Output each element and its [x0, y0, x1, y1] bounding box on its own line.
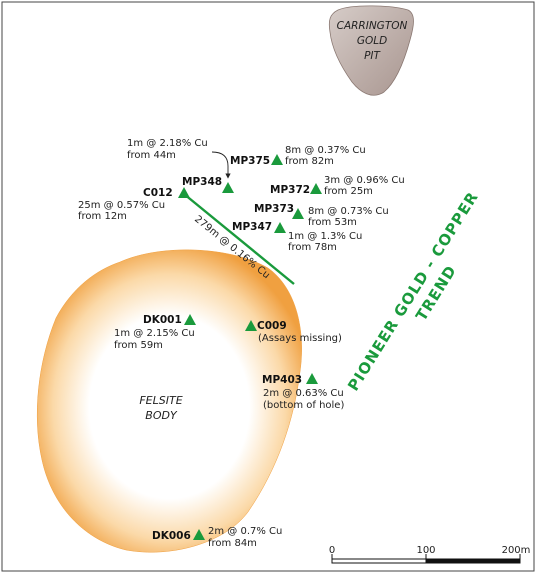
drill-hole-mp348: MP348 1m @ 2.18% Cu from 44m — [127, 138, 234, 193]
felsite-label-line2: BODY — [145, 409, 178, 422]
scale-label-100: 100 — [416, 545, 435, 556]
drill-trace-c012 — [183, 193, 295, 285]
scale-segment-1 — [331, 558, 427, 564]
hole-name: MP348 — [182, 176, 222, 188]
drill-hole-marker — [222, 182, 234, 193]
hole-assay: 3m @ 0.96% Cu — [324, 175, 405, 186]
hole-assay: 1m @ 2.15% Cu — [114, 328, 195, 339]
scale-bar: 0 100 200m — [329, 545, 531, 564]
drill-hole-marker — [292, 208, 304, 219]
hole-name: MP372 — [270, 184, 310, 196]
drill-hole-marker — [310, 183, 322, 194]
drill-hole-dk006: DK006 2m @ 0.7% Cu from 84m — [152, 526, 282, 549]
drill-hole-marker — [271, 154, 283, 165]
hole-assay: 25m @ 0.57% Cu — [78, 200, 165, 211]
hole-assay-depth: from 53m — [308, 217, 357, 228]
hole-assay-depth: from 44m — [127, 150, 176, 161]
pit-shape — [328, 5, 414, 96]
drill-hole-mp403: MP403 2m @ 0.63% Cu (bottom of hole) — [262, 373, 344, 411]
hole-assay-depth: from 12m — [78, 211, 127, 222]
felsite-shape — [36, 249, 302, 553]
drill-hole-marker — [184, 314, 196, 325]
hole-assay-depth: from 78m — [288, 242, 337, 253]
drill-hole-mp375: MP375 8m @ 0.37% Cu from 82m — [230, 145, 366, 167]
hole-assay: 2m @ 0.7% Cu — [208, 526, 282, 537]
pit-label-line2: GOLD — [357, 35, 387, 47]
hole-assay-depth: from 25m — [324, 186, 373, 197]
carrington-pit: CARRINGTON GOLD PIT — [328, 5, 414, 96]
drill-hole-mp372: MP372 3m @ 0.96% Cu from 25m — [270, 175, 405, 197]
hole-name: DK006 — [152, 530, 191, 542]
pit-label-line1: CARRINGTON — [337, 20, 408, 32]
drill-hole-c012: C012 25m @ 0.57% Cu from 12m — [78, 187, 190, 222]
drill-hole-marker — [193, 529, 205, 540]
pit-label-line3: PIT — [364, 50, 381, 62]
felsite-label-line1: FELSITE — [139, 394, 182, 407]
hole-assay: 2m @ 0.63% Cu — [263, 388, 344, 399]
scale-label-0: 0 — [329, 545, 335, 556]
hole-name: MP347 — [232, 221, 272, 233]
scale-segment-2 — [425, 558, 521, 564]
hole-assay: 1m @ 1.3% Cu — [288, 231, 362, 242]
hole-name: MP375 — [230, 155, 270, 167]
hole-assay-depth: (bottom of hole) — [263, 400, 344, 411]
hole-assay: (Assays missing) — [258, 333, 342, 344]
hole-name: C012 — [143, 187, 173, 199]
drill-hole-marker — [245, 320, 257, 331]
felsite-body: FELSITE BODY — [36, 249, 302, 553]
scale-label-200: 200m — [502, 545, 531, 556]
hole-name: DK001 — [143, 314, 182, 326]
hole-name: MP403 — [262, 374, 302, 386]
drill-hole-c009: C009 (Assays missing) — [245, 320, 342, 344]
drill-hole-marker — [306, 373, 318, 384]
hole-assay-depth: from 84m — [208, 538, 257, 549]
drill-hole-mp373: MP373 8m @ 0.73% Cu from 53m — [254, 203, 389, 228]
mp348-leader-arrow — [211, 151, 231, 179]
drill-hole-mp347: MP347 1m @ 1.3% Cu from 78m — [232, 221, 362, 253]
hole-assay-depth: from 82m — [285, 156, 334, 167]
hole-name: MP373 — [254, 203, 294, 215]
hole-assay-depth: from 59m — [114, 340, 163, 351]
drill-hole-dk001: DK001 1m @ 2.15% Cu from 59m — [114, 314, 196, 351]
hole-assay: 1m @ 2.18% Cu — [127, 138, 208, 149]
hole-name: C009 — [257, 320, 287, 332]
drill-hole-marker — [178, 187, 190, 198]
hole-assay: 8m @ 0.73% Cu — [308, 206, 389, 217]
hole-assay: 8m @ 0.37% Cu — [285, 145, 366, 156]
drill-hole-marker — [274, 222, 286, 233]
